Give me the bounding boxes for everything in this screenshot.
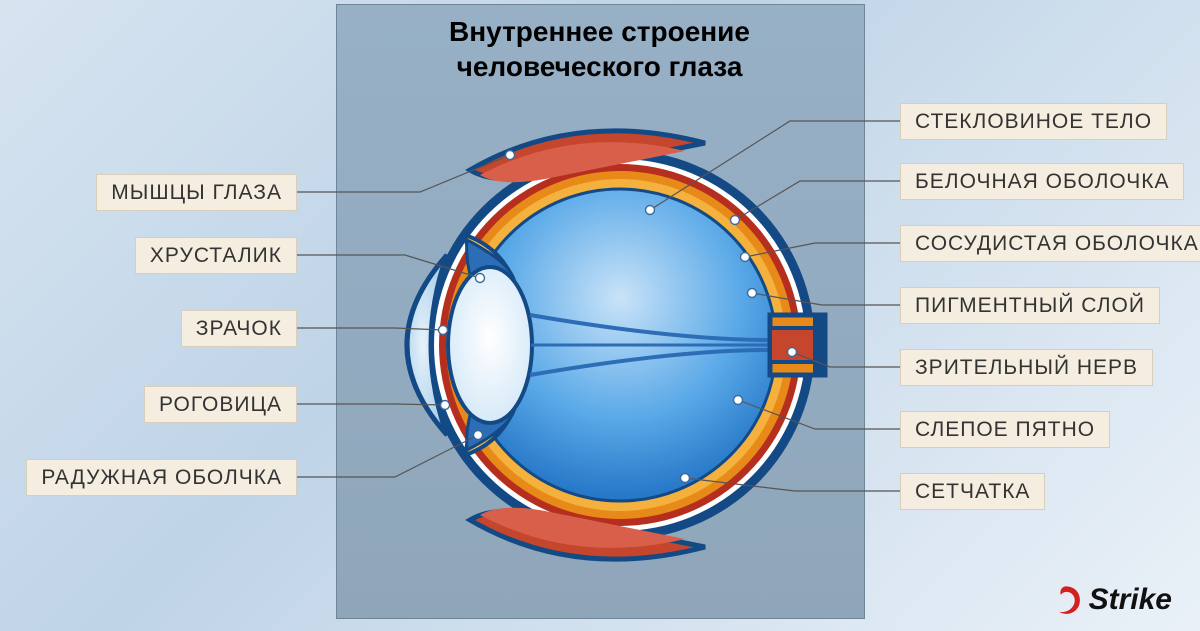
label-sclera: БЕЛОЧНАЯ ОБОЛОЧКА	[900, 163, 1184, 200]
label-pigment: ПИГМЕНТНЫЙ СЛОЙ	[900, 287, 1160, 324]
label-cornea: РОГОВИЦА	[144, 386, 297, 423]
label-nerve: ЗРИТЕЛЬНЫЙ НЕРВ	[900, 349, 1153, 386]
logo-text: Strike	[1089, 583, 1172, 617]
title-line-1: Внутреннее строение	[449, 16, 750, 47]
diagram-stage: Внутреннее строение человеческого глаза	[0, 0, 1200, 631]
logo-swirl-icon	[1049, 583, 1083, 617]
label-retina: СЕТЧАТКА	[900, 473, 1045, 510]
label-choroid: СОСУДИСТАЯ ОБОЛОЧКА	[900, 225, 1200, 262]
label-pupil: ЗРАЧОК	[181, 310, 297, 347]
label-blind: СЛЕПОЕ ПЯТНО	[900, 411, 1110, 448]
logo: Strike	[1049, 583, 1172, 617]
label-iris: РАДУЖНАЯ ОБОЛЧКА	[26, 459, 297, 496]
title-line-2: человеческого глаза	[457, 51, 743, 82]
label-muscles: МЫШЦЫ ГЛАЗА	[96, 174, 297, 211]
label-vitreous: СТЕКЛОВИНОЕ ТЕЛО	[900, 103, 1167, 140]
diagram-title: Внутреннее строение человеческого глаза	[336, 14, 863, 84]
eye-illustration	[375, 115, 835, 575]
label-lens: ХРУСТАЛИК	[135, 237, 297, 274]
